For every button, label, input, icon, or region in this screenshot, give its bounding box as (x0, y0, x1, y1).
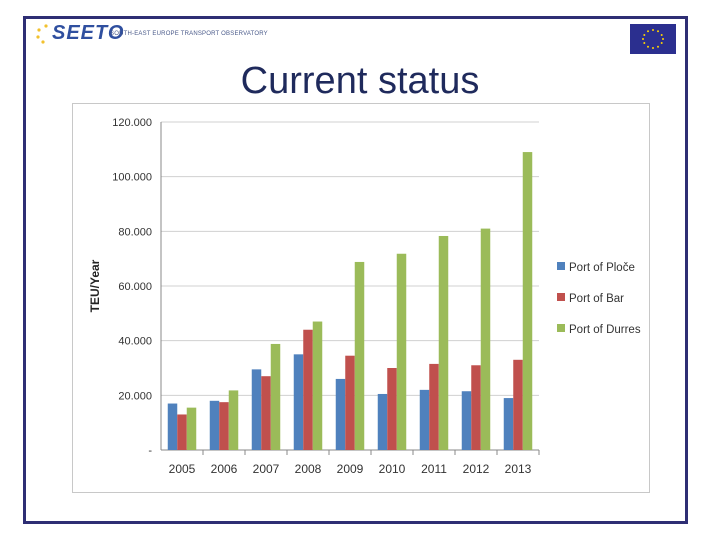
y-tick-label: - (148, 445, 152, 457)
x-tick-label: 2013 (505, 462, 532, 476)
slide-frame (23, 16, 688, 524)
bar-port-of-plo-e-2009 (335, 378, 346, 450)
bar-port-of-plo-e-2010 (377, 393, 388, 450)
bar-port-of-bar-2005 (177, 414, 187, 450)
bar-chart: - 20.000 40.000 60.000 80.000 100.000 120.000 T… (88, 117, 641, 476)
eu-flag-icon (630, 24, 676, 54)
bar-port-of-bar-2007 (261, 376, 271, 450)
y-tick-label: 20.000 (118, 390, 152, 402)
bar-port-of-plo-e-2008 (293, 354, 304, 450)
bar-port-of-durres-2008 (312, 321, 323, 450)
bar-port-of-bar-2006 (219, 402, 229, 450)
y-tick-label: 100.000 (112, 172, 152, 184)
logo-text: SEETO (52, 22, 125, 44)
bar-port-of-durres-2011 (438, 235, 449, 450)
bar-port-of-plo-e-2011 (419, 389, 430, 450)
x-tick-label: 2006 (211, 462, 238, 476)
bar-port-of-durres-2006 (228, 390, 239, 450)
bar-port-of-plo-e-2006 (209, 400, 220, 450)
y-tick-label: 80.000 (118, 226, 152, 238)
x-tick-label: 2011 (421, 462, 447, 476)
bar-port-of-plo-e-2007 (251, 369, 262, 450)
logo-stars-icon (36, 24, 48, 44)
bar-port-of-bar-2011 (429, 363, 439, 450)
x-tick-label: 2010 (379, 462, 406, 476)
logo-subtitle: SOUTH-EAST EUROPE TRANSPORT OBSERVATORY (110, 31, 268, 37)
bar-port-of-bar-2008 (303, 329, 313, 450)
bar-port-of-durres-2013 (522, 152, 533, 451)
legend-label: Port of Bar (569, 293, 624, 305)
legend-label: Port of Ploče (569, 262, 635, 274)
x-tick-label: 2009 (337, 462, 364, 476)
slide-title: Current status (240, 60, 480, 102)
bar-port-of-bar-2013 (513, 359, 523, 450)
bar-port-of-bar-2009 (345, 355, 355, 450)
legend-swatch (557, 262, 565, 270)
legend-swatch (557, 293, 565, 301)
y-tick-label: 60.000 (118, 281, 152, 293)
bar-port-of-durres-2009 (354, 261, 365, 450)
bar-port-of-bar-2010 (387, 368, 397, 450)
bar-port-of-plo-e-2013 (503, 398, 514, 450)
bar-port-of-bar-2012 (471, 365, 481, 450)
seeto-logo: SEETO SOUTH-EAST EUROPE TRANSPORT OBSERV… (34, 22, 268, 50)
bar-port-of-plo-e-2012 (461, 391, 472, 450)
y-tick-label: 120.000 (112, 117, 152, 129)
bar-port-of-durres-2012 (480, 228, 491, 450)
y-axis-title: TEU/Year (88, 259, 102, 312)
chart-container: - 20.000 40.000 60.000 80.000 100.000 120.000 T… (72, 103, 650, 493)
bar-port-of-durres-2007 (270, 343, 281, 450)
bar-port-of-plo-e-2005 (167, 403, 178, 450)
legend-swatch (557, 324, 565, 332)
x-tick-label: 2005 (169, 462, 196, 476)
x-tick-label: 2012 (463, 462, 490, 476)
legend-label: Port of Durres (569, 324, 641, 336)
y-tick-label: 40.000 (118, 336, 152, 348)
x-tick-label: 2008 (295, 462, 322, 476)
bar-port-of-durres-2005 (186, 407, 197, 450)
x-tick-label: 2007 (253, 462, 280, 476)
bar-port-of-durres-2010 (396, 253, 407, 450)
